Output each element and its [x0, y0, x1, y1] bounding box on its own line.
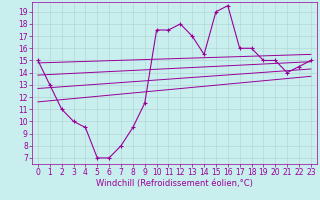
X-axis label: Windchill (Refroidissement éolien,°C): Windchill (Refroidissement éolien,°C) — [96, 179, 253, 188]
